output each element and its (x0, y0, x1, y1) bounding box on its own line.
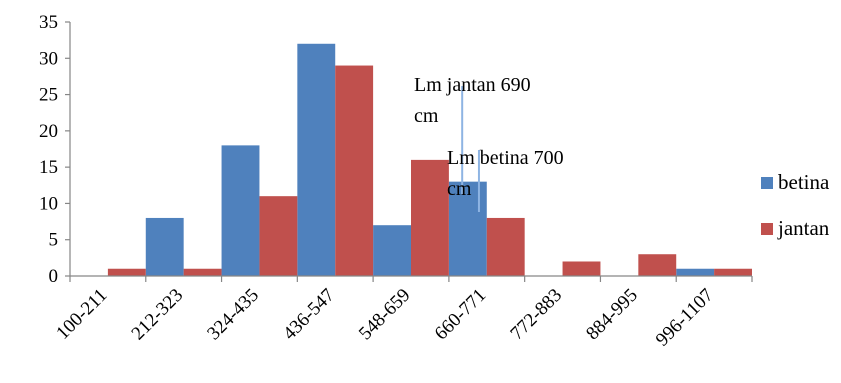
y-tick-label-35: 35 (39, 12, 58, 33)
legend-swatch-betina (761, 177, 773, 189)
x-tick-label-436-547: 436-547 (279, 285, 339, 345)
x-tick-label-212-323: 212-323 (128, 285, 188, 345)
bar-jantan-996-1107 (714, 268, 752, 276)
annotation-jantan-line1: Lm jantan 690 (414, 74, 531, 96)
y-tick-label-30: 30 (39, 48, 58, 69)
x-tick-label-548-659: 548-659 (355, 285, 415, 345)
x-tick-label-100-211: 100-211 (52, 285, 111, 344)
annotation-jantan-line2: cm (414, 105, 439, 127)
bar-jantan-100-211 (107, 268, 146, 276)
y-tick-label-20: 20 (39, 121, 58, 142)
bar-betina-548-659 (373, 225, 411, 276)
y-tick-label-15: 15 (39, 157, 58, 178)
legend-label-betina: betina (778, 170, 830, 194)
bar-jantan-548-659 (411, 159, 449, 276)
bar-betina-660-771 (448, 181, 487, 276)
y-tick-label-0: 0 (49, 266, 59, 287)
x-tick-label-660-771: 660-771 (431, 285, 491, 345)
annotations-layer: Lm jantan 690 cm Lm betina 700 cm (414, 74, 564, 212)
bar-betina-996-1107 (676, 268, 715, 276)
x-tick-label-996-1107: 996-1107 (652, 285, 718, 351)
bars-layer (107, 43, 752, 277)
y-tick-label-5: 5 (49, 230, 59, 251)
bar-betina-324-435 (221, 145, 260, 276)
bar-jantan-324-435 (259, 196, 298, 276)
bar-jantan-772-883 (562, 261, 601, 276)
bar-jantan-212-323 (183, 268, 222, 276)
x-tick-label-772-883: 772-883 (506, 285, 566, 345)
bar-betina-436-547 (297, 43, 336, 277)
y-tick-label-10: 10 (39, 193, 58, 214)
annotation-betina-line2: cm (447, 178, 472, 200)
bar-jantan-660-771 (486, 217, 525, 276)
legend-label-jantan: jantan (777, 216, 830, 240)
bar-betina-212-323 (145, 217, 184, 276)
axes-layer: 0 5 10 15 20 25 30 35 100-211 212-323 324-435 436-5… (39, 12, 753, 351)
annotation-betina-line1: Lm betina 700 (447, 147, 564, 169)
legend: betina jantan (761, 170, 830, 240)
bar-jantan-436-547 (335, 65, 374, 277)
y-tick-label-25: 25 (39, 85, 58, 106)
x-tick-label-884-995: 884-995 (582, 285, 642, 345)
legend-swatch-jantan (761, 223, 773, 235)
x-tick-label-324-435: 324-435 (203, 285, 263, 345)
bar-jantan-884-995 (638, 254, 677, 276)
